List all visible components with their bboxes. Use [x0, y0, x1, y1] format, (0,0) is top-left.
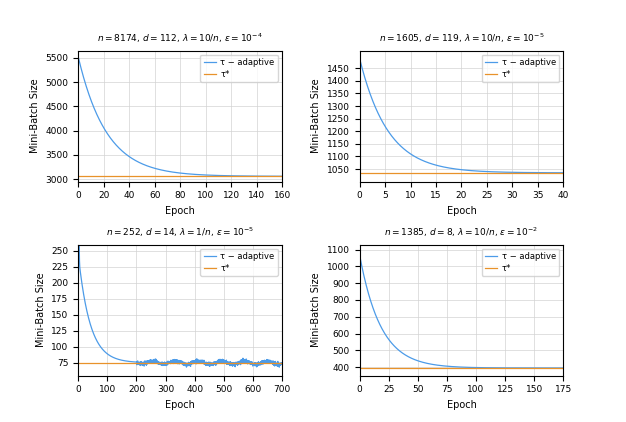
Line: τ − adaptive: τ − adaptive	[78, 57, 282, 176]
X-axis label: Epoch: Epoch	[165, 206, 195, 216]
τ*	[356, 170, 363, 176]
Title: $n = 1385$, $d = 8$, $\lambda = 10/n$, $\varepsilon = 10^{-2}$: $n = 1385$, $d = 8$, $\lambda = 10/n$, $…	[384, 226, 538, 239]
Title: $n = 1605$, $d = 119$, $\lambda = 10/n$, $\varepsilon = 10^{-5}$: $n = 1605$, $d = 119$, $\lambda = 10/n$,…	[379, 32, 544, 45]
τ − adaptive	[173, 360, 181, 365]
τ*	[357, 365, 364, 371]
τ − adaptive	[168, 358, 176, 363]
τ − adaptive	[279, 362, 286, 367]
τ − adaptive	[515, 170, 522, 175]
τ − adaptive	[75, 220, 83, 225]
τ − adaptive	[74, 245, 82, 250]
τ − adaptive	[237, 173, 245, 179]
τ − adaptive	[438, 164, 446, 169]
τ − adaptive	[215, 173, 222, 178]
Title: $n = 252$, $d = 14$, $\lambda = 1/n$, $\varepsilon = 10^{-5}$: $n = 252$, $d = 14$, $\lambda = 1/n$, $\…	[106, 226, 254, 239]
τ − adaptive	[95, 116, 103, 122]
τ − adaptive	[233, 173, 241, 179]
τ − adaptive	[275, 365, 283, 370]
τ*	[361, 170, 369, 176]
Legend: τ − adaptive, τ*: τ − adaptive, τ*	[200, 249, 278, 276]
τ*	[76, 174, 83, 179]
τ − adaptive	[515, 365, 522, 371]
τ − adaptive	[272, 362, 280, 367]
Legend: τ − adaptive, τ*: τ − adaptive, τ*	[481, 249, 559, 276]
Y-axis label: Mini-Batch Size: Mini-Batch Size	[311, 273, 321, 347]
Y-axis label: Mini-Batch Size: Mini-Batch Size	[30, 79, 40, 154]
τ − adaptive	[438, 363, 446, 368]
τ − adaptive	[74, 54, 82, 60]
Legend: τ − adaptive, τ*: τ − adaptive, τ*	[481, 55, 559, 82]
τ − adaptive	[446, 364, 453, 369]
τ − adaptive	[518, 170, 526, 175]
τ − adaptive	[164, 169, 172, 174]
τ − adaptive	[377, 323, 384, 328]
τ − adaptive	[560, 170, 567, 175]
τ*	[356, 365, 363, 371]
τ − adaptive	[560, 365, 567, 371]
τ*	[74, 360, 82, 365]
Title: $n = 8174$, $d = 112$, $\lambda = 10/n$, $\varepsilon = 10^{-4}$: $n = 8174$, $d = 112$, $\lambda = 10/n$,…	[97, 32, 263, 45]
X-axis label: Epoch: Epoch	[446, 206, 476, 216]
τ*	[74, 360, 82, 365]
X-axis label: Epoch: Epoch	[446, 400, 476, 410]
X-axis label: Epoch: Epoch	[165, 400, 195, 410]
Legend: τ − adaptive, τ*: τ − adaptive, τ*	[200, 55, 278, 82]
τ − adaptive	[279, 174, 286, 179]
τ − adaptive	[356, 56, 363, 61]
Line: τ − adaptive: τ − adaptive	[359, 58, 563, 173]
Y-axis label: Mini-Batch Size: Mini-Batch Size	[36, 273, 46, 347]
τ − adaptive	[377, 115, 384, 120]
τ − adaptive	[356, 252, 363, 257]
τ − adaptive	[496, 170, 503, 175]
τ*	[74, 174, 82, 179]
Line: τ − adaptive: τ − adaptive	[78, 223, 282, 367]
τ − adaptive	[85, 316, 93, 321]
Line: τ − adaptive: τ − adaptive	[359, 254, 563, 368]
τ − adaptive	[157, 167, 165, 172]
Y-axis label: Mini-Batch Size: Mini-Batch Size	[311, 79, 321, 154]
τ − adaptive	[496, 365, 503, 371]
τ − adaptive	[518, 365, 526, 371]
τ − adaptive	[235, 360, 243, 365]
τ − adaptive	[272, 361, 280, 366]
τ − adaptive	[446, 165, 453, 170]
